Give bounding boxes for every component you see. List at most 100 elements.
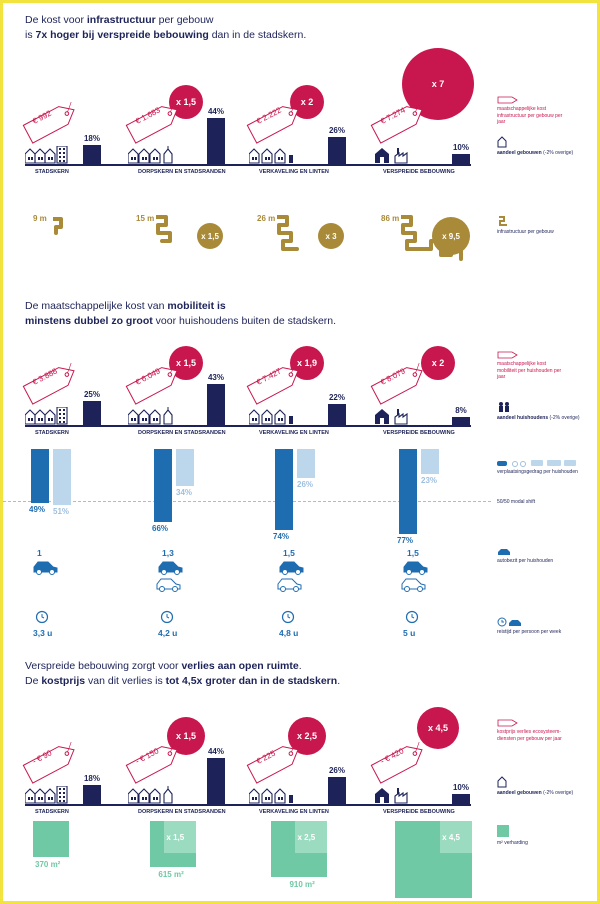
share-bar (207, 118, 225, 164)
buildings-icon-2 (248, 146, 299, 169)
share-bar (452, 793, 470, 804)
green-square-icon (497, 825, 509, 837)
share-label: 44% (207, 107, 224, 116)
paved-area-multiplier: x 1,5 (166, 833, 185, 842)
car-ownership-value: 1,5 (283, 548, 295, 558)
share-label: 26% (328, 125, 345, 135)
buildings-icon-3 (373, 407, 423, 430)
price-tag-icon (124, 355, 188, 414)
clock-car-icon (497, 617, 521, 627)
price-tag-icon (497, 351, 518, 359)
legend-mobility-cost: maatschappelijke kost mobiliteit per hui… (497, 349, 567, 381)
legend-car: autobezit per huishouden (497, 548, 597, 565)
infrastructure-meter: 15 m (136, 214, 155, 223)
price-tag-icon (21, 94, 85, 153)
infrastructure-meter: 26 m (257, 214, 276, 223)
share-label: 10% (452, 142, 469, 152)
buildings-icon-0 (24, 785, 75, 809)
share-label: 18% (83, 774, 100, 784)
multiplier-circle: x 7 (402, 48, 474, 120)
category-label: VERSPREIDE BEBOUWING (383, 809, 455, 815)
share-label: 43% (207, 372, 224, 382)
car-icon (158, 559, 184, 581)
legend-building-share: aandeel gebouwen (-2% overige) (497, 136, 577, 157)
price-tag-icon (497, 719, 518, 727)
infrastructure-meter: 9 m (33, 214, 47, 223)
paved-area-square (33, 821, 69, 857)
price-tag-icon (245, 355, 309, 414)
other-share-bar (53, 449, 71, 506)
category-label: STADSKERN (35, 809, 69, 815)
category-label: VERSPREIDE BEBOUWING (383, 430, 455, 436)
share-bar (328, 404, 346, 425)
legend-eco-cost: kostprijs verlies ecosysteem-diensten pe… (497, 717, 577, 742)
share-bar (207, 383, 225, 425)
price-tag-icon (21, 734, 85, 793)
second-car-icon (156, 576, 182, 598)
car-share-label: 49% (29, 504, 46, 514)
travel-time-value: 4,8 u (279, 628, 299, 638)
clock-icon (160, 610, 174, 629)
section3-title: Verspreide bebouwing zorgt voor verlies … (25, 660, 341, 687)
infrastructure-multiplier: x 3 (318, 223, 344, 249)
legend-modal-shift: 50/50 modal shift (497, 499, 536, 505)
share-label: 18% (83, 134, 100, 144)
car-share-label: 74% (273, 532, 290, 542)
multiplier-circle: x 2 (421, 346, 455, 380)
buildings-icon-0 (24, 406, 75, 430)
car-icon (279, 559, 305, 581)
car-share-label: 66% (152, 523, 169, 533)
share-bar (328, 776, 346, 804)
legend-modal: verplaatsingsgedrag per huishouden (497, 458, 597, 476)
buildings-icon-3 (373, 786, 423, 809)
share-label: 8% (455, 406, 467, 416)
share-label: 10% (452, 782, 469, 792)
category-label: VERSPREIDE BEBOUWING (383, 169, 455, 175)
other-share-label: 26% (297, 479, 314, 489)
other-share-bar (421, 449, 439, 475)
second-car-icon (401, 576, 427, 598)
car-icon (403, 559, 429, 581)
section1-title: De kost voor infrastructuur per gebouw i… (25, 14, 307, 41)
car-share-bar (154, 449, 172, 522)
household-icon (499, 402, 509, 412)
legend-paved: m² verharding (497, 825, 577, 847)
infrastructure-multiplier: x 1,5 (197, 223, 223, 249)
share-bar (83, 401, 101, 425)
price-tag-icon (245, 94, 309, 153)
share-bar (328, 136, 346, 164)
category-label: STADSKERN (35, 169, 69, 175)
road-squiggle (51, 215, 133, 280)
house-icon (497, 776, 507, 788)
buildings-icon-3 (373, 146, 423, 169)
category-label: VERKAVELING EN LINTEN (259, 169, 329, 175)
car-share-bar (399, 449, 417, 534)
multiplier-circle: x 4,5 (417, 707, 459, 749)
share-bar (452, 153, 470, 164)
legend-time: reistijd per persoon per week (497, 617, 597, 636)
baseline (25, 804, 471, 806)
infrastructure-meter: 86 m (381, 214, 400, 223)
other-share-bar (297, 449, 315, 478)
category-label: VERKAVELING EN LINTEN (259, 430, 329, 436)
travel-time-value: 4,2 u (158, 628, 178, 638)
car-share-bar (275, 449, 293, 531)
clock-icon (405, 610, 419, 629)
car-ownership-value: 1,5 (407, 548, 419, 558)
share-bar (207, 758, 225, 804)
road-squiggle (275, 215, 357, 280)
baseline (25, 425, 471, 427)
road-icon (499, 216, 507, 226)
other-share-label: 51% (53, 507, 70, 517)
section2-title: De maatschappelijke kost van mobiliteit … (25, 300, 337, 327)
car-share-label: 77% (397, 535, 414, 545)
car-icon (498, 549, 510, 555)
buildings-icon-1 (127, 407, 178, 430)
road-squiggle (154, 215, 236, 280)
clock-icon (35, 610, 49, 629)
paved-area-base-square (440, 821, 473, 853)
car-ownership-value: 1 (37, 548, 42, 558)
modal-shift-line (3, 501, 491, 502)
buildings-icon-1 (127, 786, 178, 809)
